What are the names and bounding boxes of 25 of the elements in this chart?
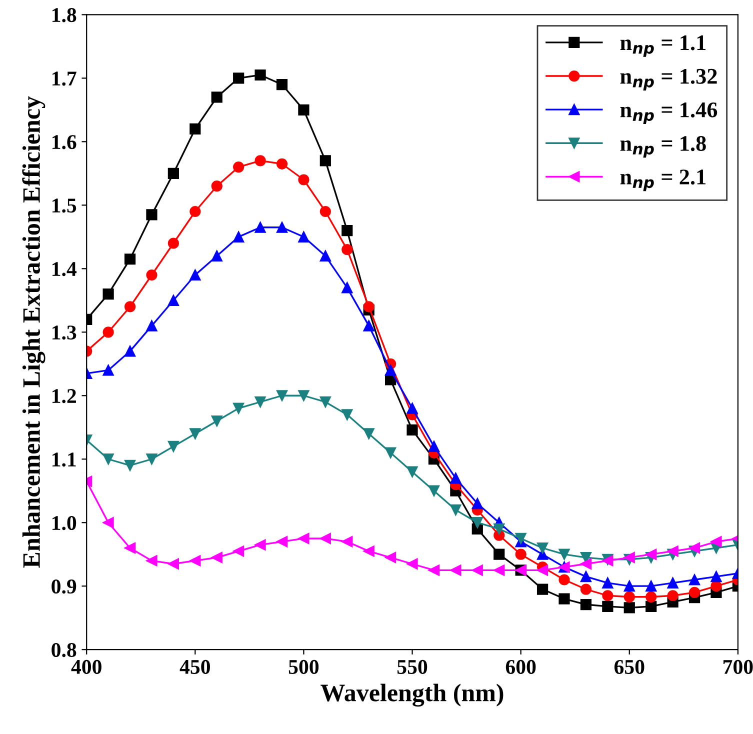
y-tick-label: 1.2	[52, 389, 76, 404]
y-tick-label: 1.1	[52, 452, 76, 467]
x-tick-label: 600	[506, 660, 536, 674]
x-tick-label: 650	[614, 660, 644, 674]
y-tick-label: 1.3	[52, 326, 76, 340]
x-tick-label: 500	[288, 660, 319, 674]
y-tick-label: 1.0	[52, 516, 76, 530]
x-tick-label: 700	[724, 660, 753, 674]
y-tick-label: 0.9	[52, 579, 76, 594]
legend-label: n$_{np}$ = 1.8	[620, 136, 706, 158]
y-axis-title: Enhancement in Light Extraction Efficiency	[22, 96, 46, 568]
y-tick-label: 1.4	[52, 262, 76, 276]
x-tick-label: 550	[397, 660, 428, 674]
x-axis-title: Wavelength (nm)	[320, 684, 504, 707]
legend-label: n$_{np}$ = 1.32	[620, 68, 717, 90]
legend-label: n$_{np}$ = 1.1	[620, 35, 706, 57]
x-tick-label: 400	[71, 660, 102, 674]
x-tick-label: 450	[180, 660, 210, 674]
legend-label: n$_{np}$ = 1.46	[620, 102, 718, 124]
y-tick-label: 0.8	[52, 642, 76, 658]
y-tick-label: 1.7	[52, 72, 76, 86]
y-tick-label: 1.8	[52, 8, 76, 22]
y-tick-label: 1.6	[52, 135, 76, 150]
legend-label: n$_{np}$ = 2.1	[620, 170, 706, 192]
y-tick-label: 1.5	[52, 198, 76, 213]
